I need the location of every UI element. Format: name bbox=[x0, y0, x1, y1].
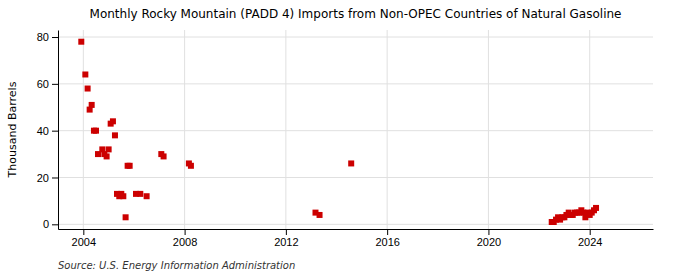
y-grid-line bbox=[58, 130, 653, 131]
point bbox=[93, 128, 99, 134]
y-grid-line bbox=[58, 37, 653, 38]
point bbox=[348, 160, 354, 166]
x-tick-label: 2012 bbox=[274, 236, 298, 248]
point bbox=[144, 193, 150, 199]
x-grid-line bbox=[83, 30, 84, 229]
y-axis-title: Thousand Barrels bbox=[6, 81, 19, 178]
x-tick-mark bbox=[387, 229, 388, 235]
points bbox=[78, 39, 599, 225]
y-tick-label: 40 bbox=[37, 125, 49, 137]
x-tick-mark bbox=[185, 229, 186, 235]
y-tick-label: 60 bbox=[37, 78, 49, 90]
point bbox=[106, 146, 112, 152]
y-tick-label: 80 bbox=[37, 31, 49, 43]
y-tick-mark bbox=[52, 131, 58, 132]
y-tick-mark bbox=[52, 224, 58, 225]
point bbox=[593, 205, 599, 211]
y-tick: 60 bbox=[37, 78, 58, 90]
x-tick: 2004 bbox=[72, 229, 96, 248]
x-axis: 2004 2008 2012 2016 2020 2024 bbox=[59, 229, 654, 248]
point bbox=[317, 212, 323, 218]
x-grid-line bbox=[184, 30, 185, 229]
y-tick: 40 bbox=[37, 125, 58, 137]
y-tick: 20 bbox=[37, 172, 58, 184]
point bbox=[161, 153, 167, 159]
x-grid-line bbox=[387, 30, 388, 229]
x-tick: 2020 bbox=[477, 229, 501, 248]
annotation: Source: U.S. Energy Information Administ… bbox=[58, 260, 295, 271]
plot-area: 2004 2008 2012 2016 2020 2024 0 20 40 60 80 bbox=[37, 30, 654, 248]
point bbox=[110, 118, 116, 124]
point bbox=[89, 102, 95, 108]
y-axis-line bbox=[58, 31, 59, 230]
point bbox=[82, 71, 88, 77]
x-tick-label: 2016 bbox=[375, 236, 399, 248]
y-tick: 0 bbox=[43, 218, 58, 230]
point bbox=[123, 214, 129, 220]
x-grid-line bbox=[285, 30, 286, 229]
x-tick-label: 2020 bbox=[477, 236, 501, 248]
point bbox=[127, 163, 133, 169]
y-grid-line bbox=[58, 177, 653, 178]
y-tick: 80 bbox=[37, 31, 58, 43]
point bbox=[188, 163, 194, 169]
point bbox=[137, 191, 143, 197]
x-tick-mark bbox=[590, 229, 591, 235]
title: Monthly Rocky Mountain (PADD 4) Imports … bbox=[90, 7, 622, 21]
x-tick-label: 2004 bbox=[72, 236, 96, 248]
x-tick: 2012 bbox=[274, 229, 298, 248]
point bbox=[120, 193, 126, 199]
y-tick-mark bbox=[52, 84, 58, 85]
x-tick-label: 2024 bbox=[578, 236, 602, 248]
point bbox=[104, 153, 110, 159]
x-tick: 2024 bbox=[578, 229, 602, 248]
point bbox=[112, 132, 118, 138]
x-grid-line bbox=[488, 30, 489, 229]
x-axis-line bbox=[59, 229, 654, 230]
x-tick: 2016 bbox=[375, 229, 399, 248]
x-tick-mark bbox=[488, 229, 489, 235]
y-tick-label: 0 bbox=[43, 218, 49, 230]
x-tick-label: 2008 bbox=[173, 236, 197, 248]
x-tick-mark bbox=[83, 229, 84, 235]
y-axis: 0 20 40 60 80 bbox=[37, 31, 59, 231]
grid bbox=[58, 30, 653, 229]
point bbox=[78, 39, 84, 45]
chart: 2004 2008 2012 2016 2020 2024 0 20 40 60 80 Monthly… bbox=[0, 0, 675, 275]
point bbox=[85, 86, 91, 92]
x-tick-mark bbox=[286, 229, 287, 235]
y-grid-line bbox=[58, 224, 653, 225]
y-tick-mark bbox=[52, 177, 58, 178]
y-tick-label: 20 bbox=[37, 172, 49, 184]
x-grid-line bbox=[589, 30, 590, 229]
y-tick-mark bbox=[52, 37, 58, 38]
x-tick: 2008 bbox=[173, 229, 197, 248]
y-grid-line bbox=[58, 83, 653, 84]
